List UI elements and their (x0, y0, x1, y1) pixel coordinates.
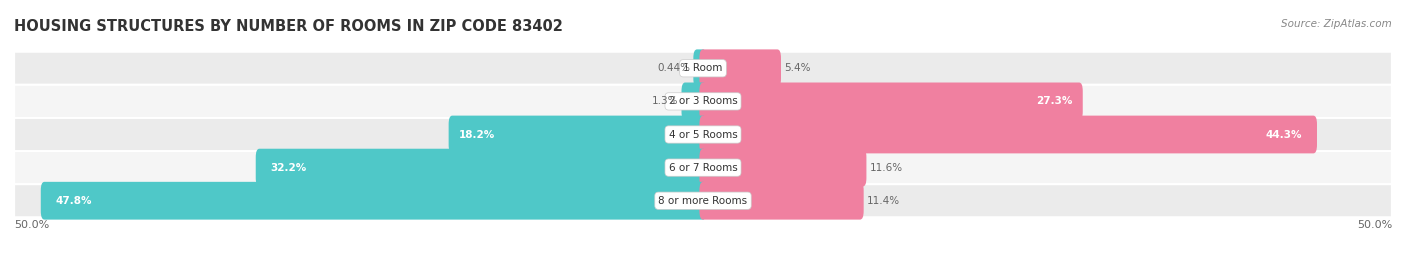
Text: 8 or more Rooms: 8 or more Rooms (658, 196, 748, 206)
Text: 18.2%: 18.2% (460, 129, 495, 140)
Text: 50.0%: 50.0% (1357, 220, 1392, 230)
FancyBboxPatch shape (699, 149, 866, 186)
Text: HOUSING STRUCTURES BY NUMBER OF ROOMS IN ZIP CODE 83402: HOUSING STRUCTURES BY NUMBER OF ROOMS IN… (14, 19, 562, 34)
Text: 2 or 3 Rooms: 2 or 3 Rooms (669, 96, 737, 107)
Text: 1.3%: 1.3% (652, 96, 678, 107)
FancyBboxPatch shape (699, 83, 1083, 120)
FancyBboxPatch shape (693, 49, 707, 87)
FancyBboxPatch shape (41, 182, 707, 220)
FancyBboxPatch shape (682, 83, 707, 120)
Text: 4 or 5 Rooms: 4 or 5 Rooms (669, 129, 737, 140)
Text: 5.4%: 5.4% (785, 63, 811, 73)
Text: Source: ZipAtlas.com: Source: ZipAtlas.com (1281, 19, 1392, 29)
Text: 11.4%: 11.4% (868, 196, 900, 206)
FancyBboxPatch shape (14, 184, 1392, 217)
Text: 0.44%: 0.44% (657, 63, 690, 73)
Text: 32.2%: 32.2% (270, 162, 307, 173)
Text: 47.8%: 47.8% (55, 196, 91, 206)
Text: 1 Room: 1 Room (683, 63, 723, 73)
FancyBboxPatch shape (14, 151, 1392, 184)
FancyBboxPatch shape (699, 182, 863, 220)
Text: 50.0%: 50.0% (14, 220, 49, 230)
Text: 27.3%: 27.3% (1036, 96, 1073, 107)
FancyBboxPatch shape (14, 118, 1392, 151)
FancyBboxPatch shape (699, 49, 780, 87)
Text: 6 or 7 Rooms: 6 or 7 Rooms (669, 162, 737, 173)
FancyBboxPatch shape (449, 116, 707, 153)
FancyBboxPatch shape (14, 85, 1392, 118)
Text: 11.6%: 11.6% (870, 162, 903, 173)
FancyBboxPatch shape (699, 116, 1317, 153)
FancyBboxPatch shape (256, 149, 707, 186)
Text: 44.3%: 44.3% (1265, 129, 1302, 140)
FancyBboxPatch shape (14, 52, 1392, 85)
